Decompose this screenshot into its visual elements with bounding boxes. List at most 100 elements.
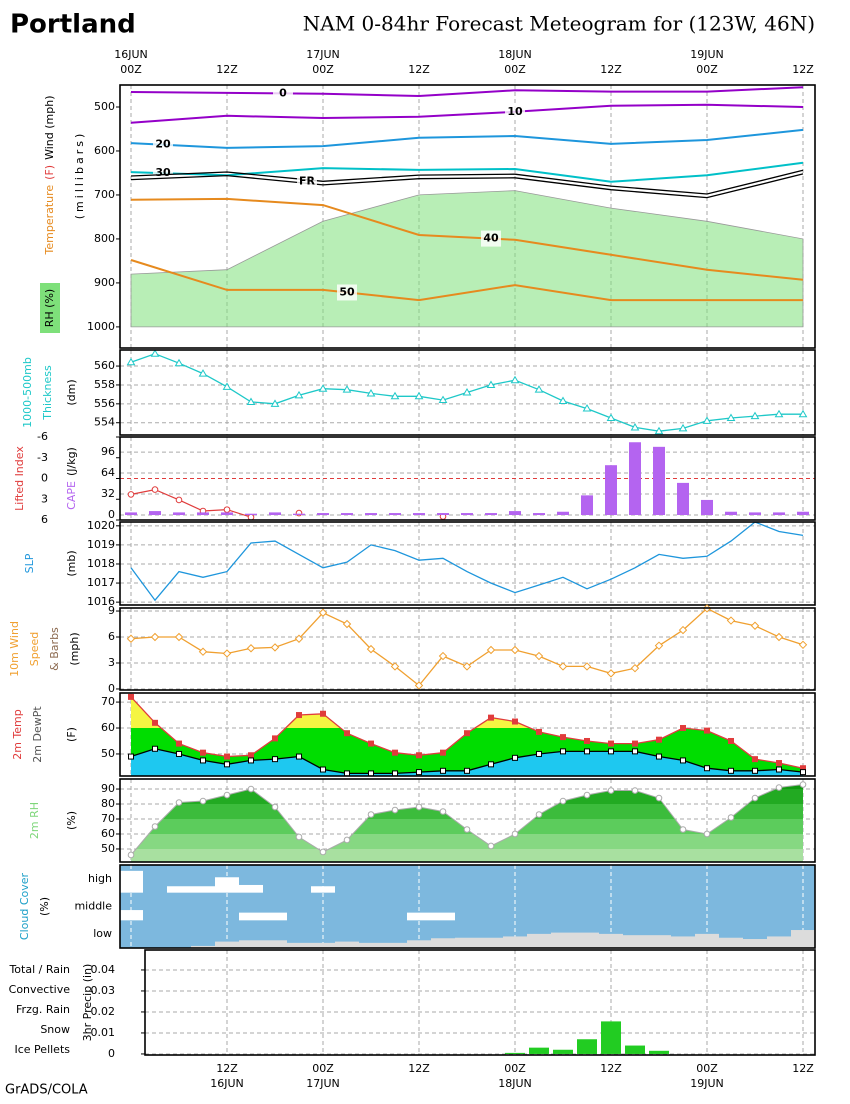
y-tick-label: 50 bbox=[101, 747, 115, 760]
marker bbox=[726, 616, 736, 625]
marker bbox=[271, 803, 279, 811]
cloud-bar bbox=[767, 936, 791, 948]
marker bbox=[486, 645, 496, 655]
axis-label-part: CAPE bbox=[65, 481, 78, 510]
marker bbox=[390, 391, 400, 400]
cloud-bar bbox=[407, 912, 431, 921]
marker bbox=[488, 761, 494, 768]
y2-tick-label: 0 bbox=[108, 508, 115, 521]
marker bbox=[199, 797, 207, 805]
marker bbox=[248, 752, 254, 759]
marker bbox=[704, 727, 710, 734]
area-band bbox=[131, 848, 803, 862]
x-tick-label: 00Z bbox=[312, 1062, 334, 1075]
marker bbox=[176, 740, 182, 747]
marker bbox=[152, 745, 158, 752]
marker bbox=[416, 769, 422, 776]
y-tick-label: 0.02 bbox=[91, 1005, 116, 1018]
axis-label: (%) bbox=[65, 811, 78, 830]
isotherm bbox=[130, 103, 804, 124]
y-tick-label: 900 bbox=[94, 276, 115, 289]
axis-label-part: Thickness bbox=[41, 365, 54, 421]
marker bbox=[198, 647, 208, 656]
marker bbox=[728, 767, 734, 774]
marker bbox=[606, 413, 616, 421]
marker bbox=[654, 641, 664, 650]
marker bbox=[751, 794, 759, 802]
cloud-bar bbox=[239, 912, 263, 921]
marker bbox=[607, 787, 615, 794]
isotherm bbox=[130, 259, 803, 302]
isotherm-label: 50 bbox=[339, 285, 355, 298]
marker bbox=[656, 736, 662, 743]
x-tick-label: 12Z bbox=[600, 1062, 622, 1075]
bar bbox=[601, 1021, 621, 1054]
axis-label-part: Temperature bbox=[43, 185, 56, 256]
y-tick-label: 70 bbox=[101, 812, 115, 825]
marker bbox=[223, 791, 231, 799]
cloud-bar bbox=[335, 941, 359, 948]
bar bbox=[269, 512, 281, 516]
category-label: low bbox=[93, 927, 112, 940]
marker bbox=[750, 411, 760, 420]
y-tick-label: -3 bbox=[37, 451, 48, 464]
marker bbox=[222, 382, 232, 390]
marker bbox=[534, 385, 544, 393]
marker bbox=[440, 749, 446, 756]
marker bbox=[656, 753, 662, 760]
marker bbox=[318, 608, 328, 617]
axis-label-part: 10m Wind bbox=[8, 621, 21, 677]
panel-frame bbox=[119, 864, 816, 949]
y-tick-label: 3 bbox=[108, 656, 115, 669]
marker bbox=[702, 416, 712, 424]
marker bbox=[776, 760, 782, 767]
y-tick-label: 6 bbox=[41, 513, 48, 526]
marker bbox=[126, 357, 136, 366]
marker bbox=[632, 748, 638, 755]
y-tick-label: 554 bbox=[94, 416, 115, 429]
marker bbox=[175, 496, 183, 504]
isotherm bbox=[130, 86, 804, 98]
line bbox=[130, 607, 804, 687]
marker bbox=[704, 765, 710, 772]
marker bbox=[223, 506, 231, 513]
marker bbox=[680, 725, 686, 732]
y-tick-label: 0.04 bbox=[91, 963, 116, 976]
marker bbox=[438, 651, 448, 661]
legend-entry: Frzg. Rain bbox=[16, 1003, 70, 1016]
axis-label: Speed bbox=[28, 632, 41, 666]
bar bbox=[749, 512, 761, 516]
cloud-bar bbox=[719, 937, 743, 948]
y-tick-label: 1000 bbox=[87, 320, 115, 333]
marker bbox=[390, 662, 400, 671]
marker bbox=[462, 662, 472, 671]
marker bbox=[440, 767, 446, 774]
bar bbox=[173, 512, 185, 516]
y-tick-label: 0 bbox=[108, 1047, 115, 1060]
x-tick-label: 12Z bbox=[600, 63, 622, 76]
isotherm bbox=[130, 173, 804, 199]
marker bbox=[582, 662, 592, 671]
marker bbox=[176, 750, 182, 757]
marker bbox=[344, 730, 350, 737]
isotherm bbox=[130, 197, 804, 281]
marker bbox=[198, 369, 208, 377]
y-tick-label: 0.01 bbox=[91, 1026, 116, 1039]
axis-label: Thickness bbox=[41, 365, 54, 421]
marker bbox=[510, 645, 520, 655]
legend-entry: Total / Rain bbox=[8, 963, 70, 976]
isotherm-label-bg bbox=[505, 103, 525, 120]
x-date-label: 19JUN bbox=[690, 1077, 724, 1090]
y-tick-label: 3 bbox=[41, 492, 48, 505]
y-tick-label: 6 bbox=[108, 630, 115, 643]
marker bbox=[487, 842, 495, 850]
panel-frame bbox=[119, 436, 816, 521]
cloud-bar bbox=[239, 884, 263, 893]
marker bbox=[631, 787, 639, 794]
cloud-bar bbox=[311, 942, 335, 948]
axis-label: (dm) bbox=[65, 379, 78, 405]
marker bbox=[798, 640, 808, 650]
cloud-bar bbox=[191, 945, 215, 948]
cloud-bar bbox=[239, 940, 263, 948]
marker bbox=[583, 791, 591, 799]
